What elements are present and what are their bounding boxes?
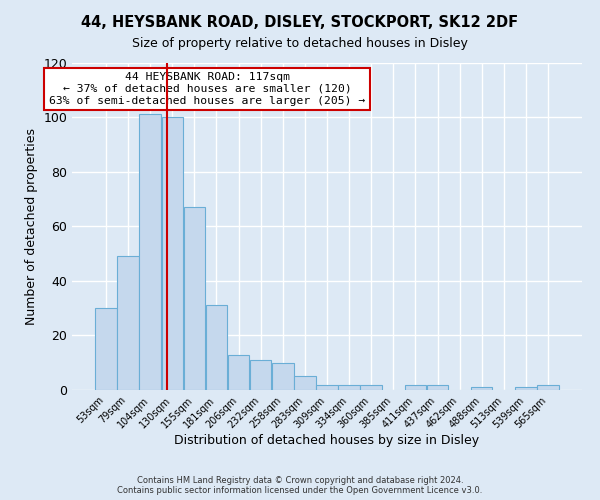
Bar [405,384,426,390]
Text: 44 HEYSBANK ROAD: 117sqm
← 37% of detached houses are smaller (120)
63% of semi-: 44 HEYSBANK ROAD: 117sqm ← 37% of detach… [49,72,365,106]
Bar [538,384,559,390]
Bar [139,114,161,390]
Bar [427,384,448,390]
Bar [228,354,249,390]
Bar [250,360,271,390]
Bar [206,306,227,390]
Text: Size of property relative to detached houses in Disley: Size of property relative to detached ho… [132,38,468,51]
Bar [361,384,382,390]
Text: Contains HM Land Registry data © Crown copyright and database right 2024.
Contai: Contains HM Land Registry data © Crown c… [118,476,482,495]
Bar [338,384,360,390]
Bar [95,308,116,390]
Bar [272,362,293,390]
Text: 44, HEYSBANK ROAD, DISLEY, STOCKPORT, SK12 2DF: 44, HEYSBANK ROAD, DISLEY, STOCKPORT, SK… [82,15,518,30]
Bar [117,256,139,390]
Bar [184,207,205,390]
Bar [471,388,493,390]
X-axis label: Distribution of detached houses by size in Disley: Distribution of detached houses by size … [175,434,479,447]
Bar [316,384,338,390]
Bar [515,388,537,390]
Bar [294,376,316,390]
Bar [161,117,183,390]
Y-axis label: Number of detached properties: Number of detached properties [25,128,38,325]
